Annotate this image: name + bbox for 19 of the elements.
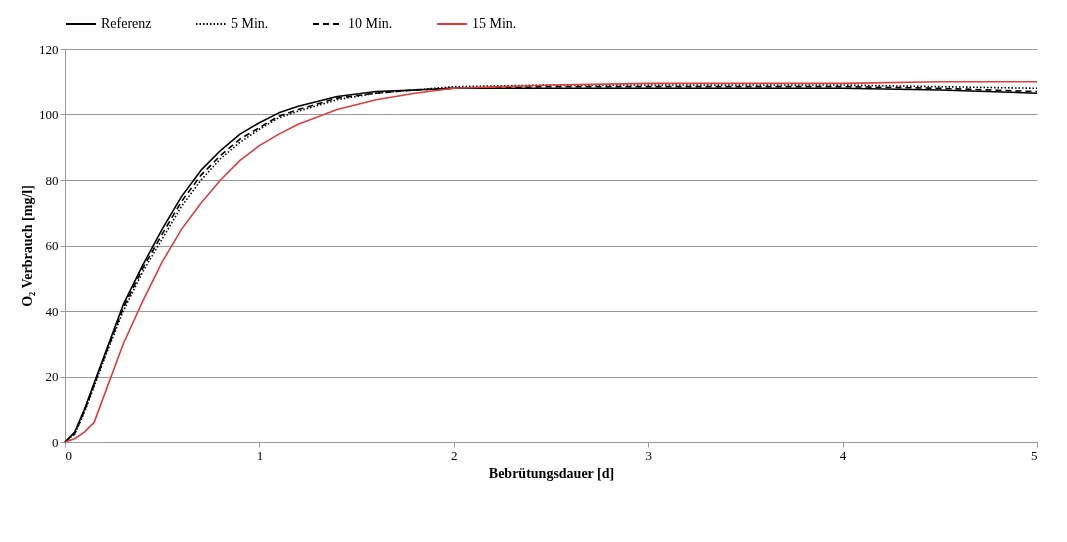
legend-label: 15 Min. (472, 16, 517, 31)
x-axis-title: Bebrütungsdauer [d] (488, 465, 615, 481)
x-tick-label: 0 (65, 447, 72, 463)
legend-label: Referenz (101, 16, 152, 31)
y-tick-label: 20 (45, 369, 59, 384)
x-tick-label: 4 (839, 447, 847, 463)
y-axis-title: O₂ Verbrauch [mg/l] (20, 185, 35, 307)
y-tick-label: 80 (45, 172, 59, 188)
y-tick-label: 60 (45, 238, 59, 253)
x-tick-label: 1 (256, 447, 264, 463)
legend-label: 5 Min. (231, 16, 269, 31)
y-tick-label: 100 (39, 107, 59, 122)
x-tick-label: 3 (645, 447, 652, 463)
x-tick-label: 2 (451, 447, 458, 463)
legend-label: 10 Min. (348, 16, 393, 31)
y-tick-label: 40 (45, 303, 59, 319)
x-tick-label: 5 (1031, 447, 1038, 463)
y-tick-label: 120 (39, 41, 59, 57)
y-tick-label: 0 (52, 434, 59, 450)
